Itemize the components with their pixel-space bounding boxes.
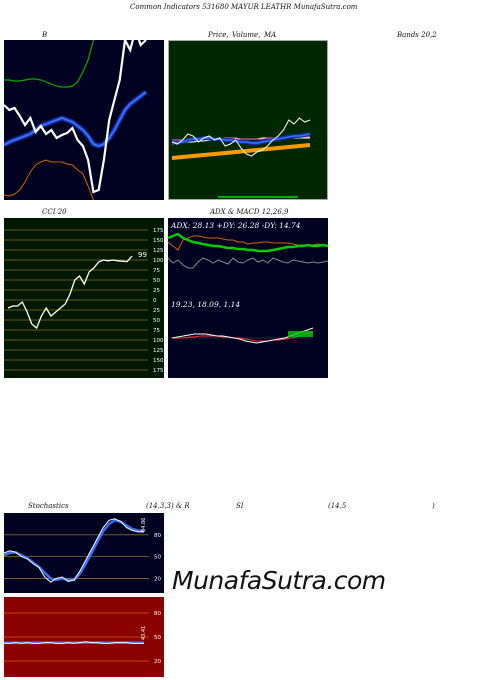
rsi-close-label: ) xyxy=(432,502,435,510)
cci-line xyxy=(7,255,133,330)
stochastics-panel: 80 50 20 84.86 xyxy=(4,513,164,593)
bb-label: B xyxy=(42,31,48,39)
adx-minus-di-line xyxy=(168,257,328,269)
cci-tick-label: 175 xyxy=(153,368,164,374)
volume-label: Volume, xyxy=(232,31,261,39)
bollinger-chart xyxy=(4,40,164,200)
bb-middle-band xyxy=(4,91,147,148)
ma-long-line xyxy=(171,143,311,160)
cci-tick-label: 75 xyxy=(153,328,160,334)
adx-chart xyxy=(168,218,328,298)
rsi-params-label: (14,5 xyxy=(328,502,347,510)
stoch-params-label: (14,3,3) & R xyxy=(146,502,190,510)
watermark: MunafaSutra.com xyxy=(172,566,386,595)
adx-macd-label: ADX & MACD 12,26,9 xyxy=(210,208,289,216)
bb-lower-band xyxy=(4,159,95,200)
price-label: Price, xyxy=(208,31,229,39)
cci-tick-label: 25 xyxy=(153,308,160,314)
cci-tick-label: 150 xyxy=(153,358,164,364)
adx-line xyxy=(168,232,328,253)
cci-tick-label: 50 xyxy=(153,278,160,284)
price-ma-panel xyxy=(168,40,328,200)
bb-upper-band xyxy=(4,40,95,88)
stoch-tick-label: 20 xyxy=(154,576,161,582)
rsi-si-label: SI xyxy=(236,502,244,510)
cci-tick-label: 125 xyxy=(153,248,164,254)
cci-tick-label: 0 xyxy=(153,298,157,304)
ma-short-line xyxy=(171,133,311,144)
rsi-last-value: 43.41 xyxy=(141,626,147,640)
price-ma-chart xyxy=(168,40,328,200)
cci-tick-label: 125 xyxy=(153,348,164,354)
adx-panel: ADX: 28.13 +DY: 26.28 -DY: 14.74 xyxy=(168,218,328,298)
bollinger-panel xyxy=(4,40,164,200)
stoch-tick-label: 80 xyxy=(154,533,161,539)
rsi-tick-label: 80 xyxy=(154,611,161,617)
stoch-k-line xyxy=(4,518,144,583)
ma-label: MA xyxy=(264,31,277,39)
cci-panel: 175 150 125 100 75 50 25 0 25 50 75 100 125 150 175 99 xyxy=(4,218,164,378)
cci-tick-label: 25 xyxy=(153,288,160,294)
cci-tick-label: 100 xyxy=(153,258,164,264)
stoch-tick-label: 50 xyxy=(154,555,161,561)
cci-tick-label: 175 xyxy=(153,228,164,234)
rsi-tick-label: 20 xyxy=(154,659,161,665)
cci-tick-label: 75 xyxy=(153,268,160,274)
macd-panel: 19.23, 18.09, 1.14 xyxy=(168,298,328,378)
macd-values: 19.23, 18.09, 1.14 xyxy=(171,300,241,309)
macd-histogram xyxy=(288,331,313,337)
stochastics-chart: 80 50 20 84.86 xyxy=(4,513,164,593)
cci-chart: 175 150 125 100 75 50 25 0 25 50 75 100 125 150 175 99 xyxy=(4,218,164,378)
price-line xyxy=(171,117,311,157)
adx-values: ADX: 28.13 +DY: 26.28 -DY: 14.74 xyxy=(171,221,301,230)
rsi-chart: 80 50 20 43.41 xyxy=(4,597,164,677)
cci-label: CCI 20 xyxy=(42,208,67,216)
page-title: Common Indicators 531680 MAYUR LEATHR Mu… xyxy=(130,3,358,11)
cci-tick-label: 100 xyxy=(153,338,164,344)
rsi-panel: 80 50 20 43.41 xyxy=(4,597,164,677)
stoch-label: Stochastics xyxy=(28,502,69,510)
cci-last-value: 99 xyxy=(138,251,147,259)
bands-label: Bands 20,2 xyxy=(397,31,437,39)
macd-chart xyxy=(168,298,328,378)
cci-tick-label: 50 xyxy=(153,318,160,324)
rsi-line xyxy=(4,641,144,644)
bb-price-line xyxy=(4,40,147,194)
cci-tick-label: 150 xyxy=(153,238,164,244)
rsi-tick-label: 50 xyxy=(154,635,161,641)
stoch-last-value: 84.86 xyxy=(141,518,147,532)
macd-signal-line xyxy=(172,331,314,342)
